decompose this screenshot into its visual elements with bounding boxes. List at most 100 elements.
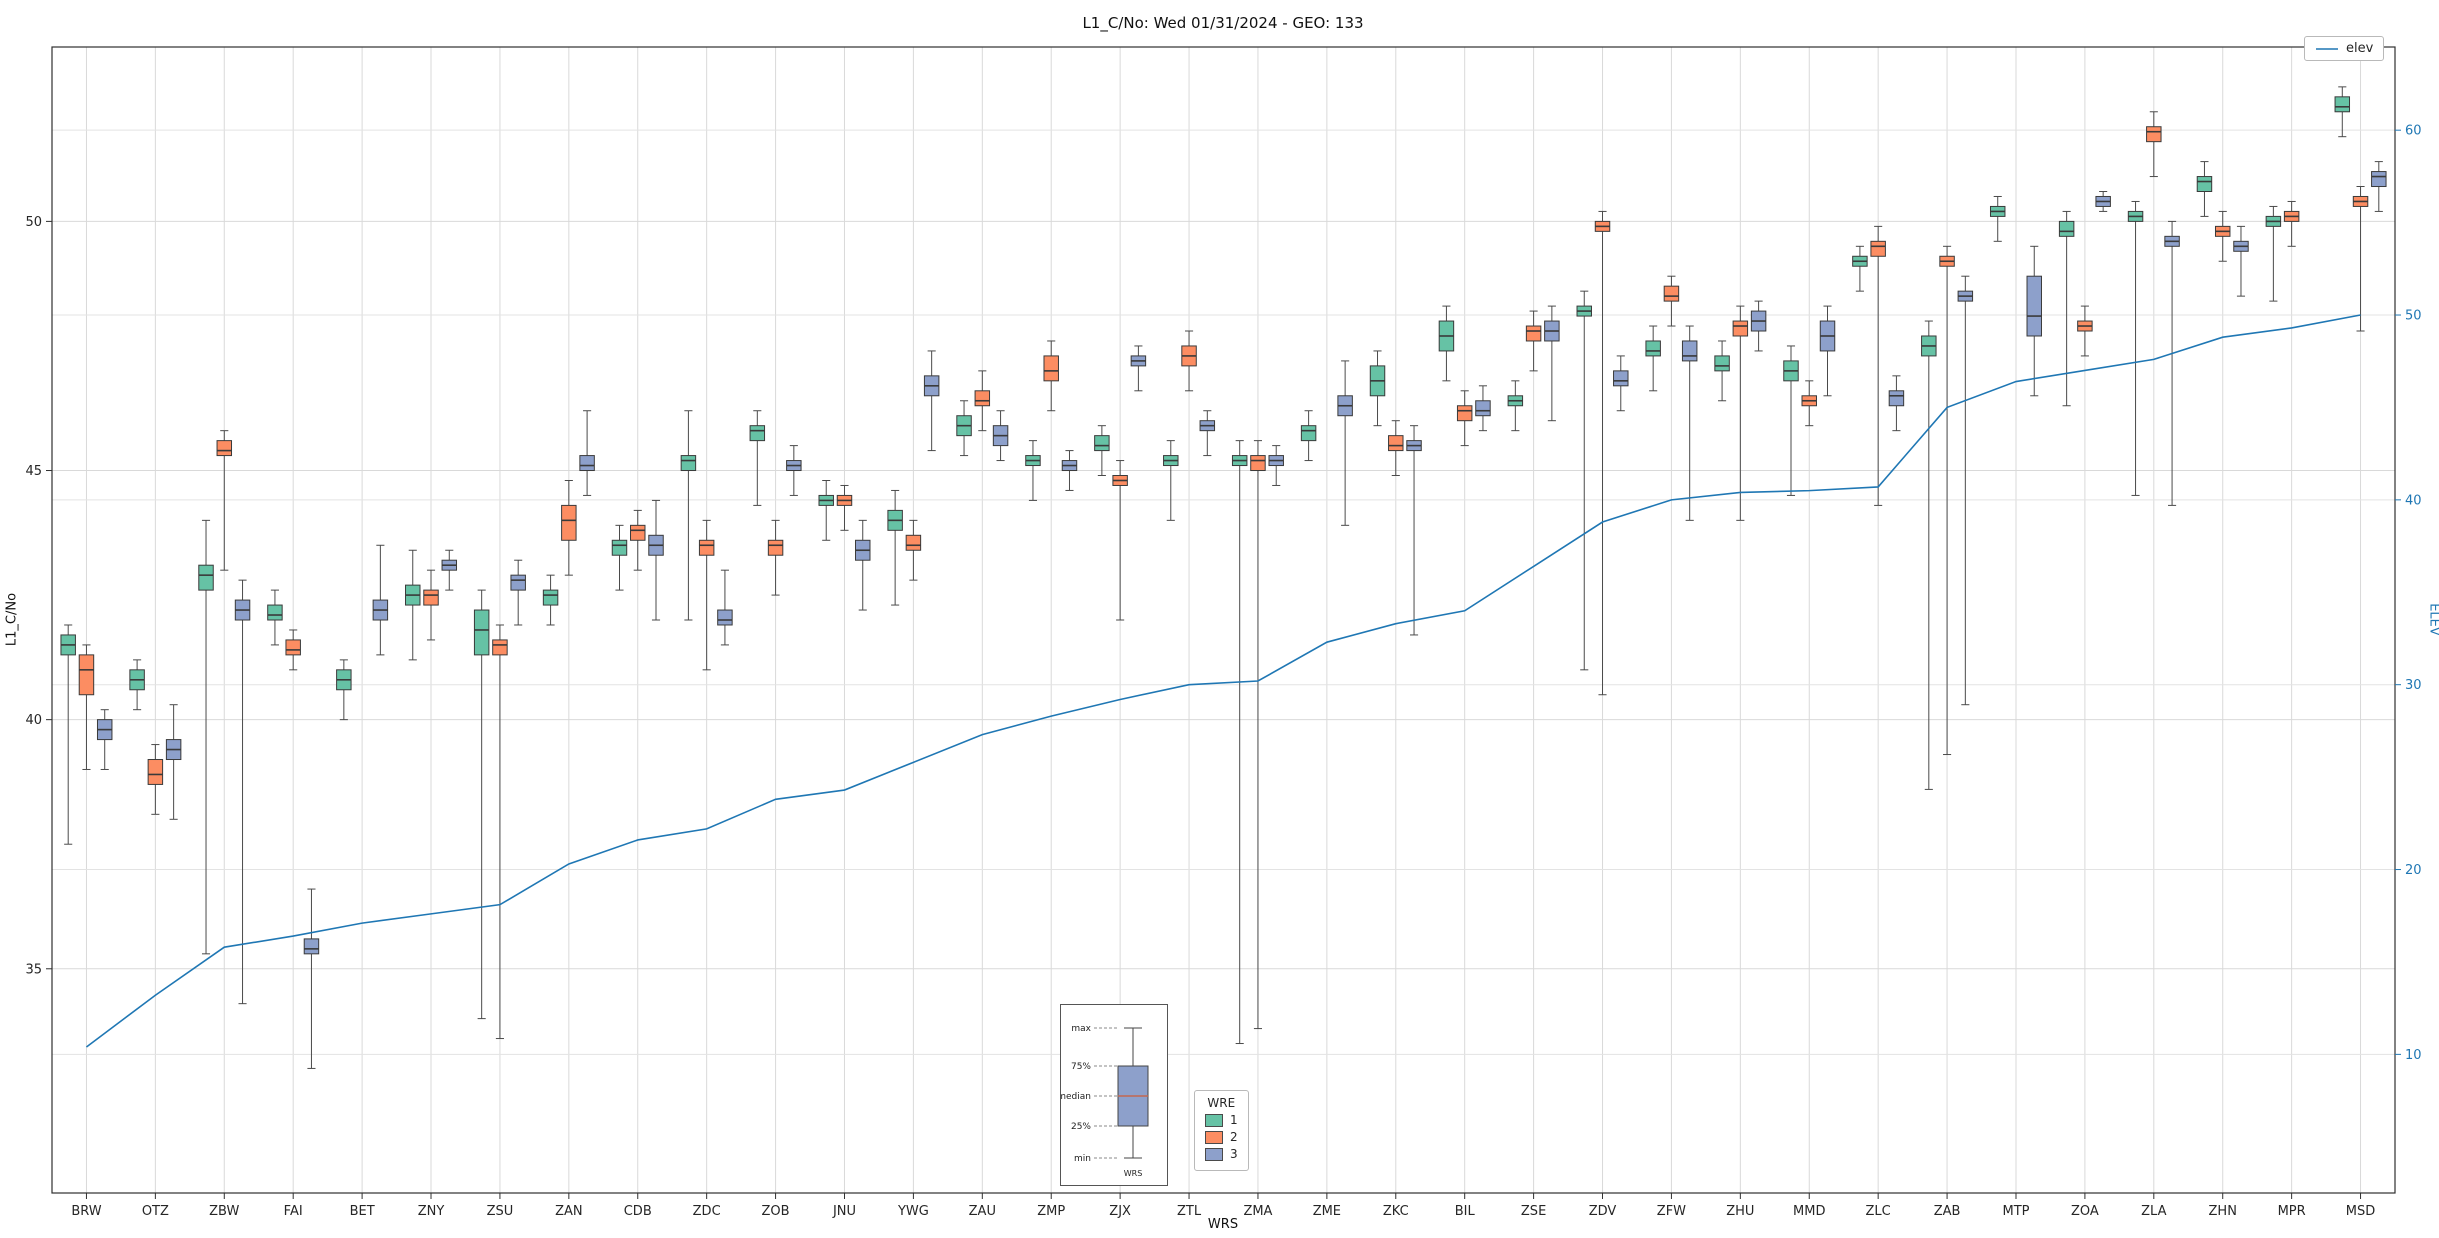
wre-legend-row-3: 3: [1205, 1147, 1238, 1161]
explainer-25-label: 25%: [1071, 1122, 1091, 1132]
x-tick-MPR: MPR: [2278, 1204, 2306, 1219]
box-ZBW-wre2: [216, 430, 233, 571]
x-tick-ZMP: ZMP: [1037, 1204, 1065, 1219]
svg-text:50: 50: [2405, 309, 2422, 324]
svg-text:40: 40: [25, 713, 42, 728]
box-ZAN-wre1: [542, 574, 559, 626]
x-tick-ZSE: ZSE: [1521, 1204, 1546, 1219]
box-ZHU-wre3: [1750, 300, 1767, 352]
box-BRW-wre1: [60, 624, 76, 845]
box-ZNY-wre2: [423, 569, 439, 641]
x-tick-ZSU: ZSU: [487, 1204, 514, 1219]
x-tick-MSD: MSD: [2346, 1204, 2375, 1219]
x-tick-ZOB: ZOB: [762, 1204, 790, 1219]
box-ZMA-wre2: [1250, 440, 1266, 1030]
box-ZLA-wre1: [2127, 200, 2144, 496]
box-ZSE-wre1: [1507, 380, 1524, 432]
x-tick-ZFW: ZFW: [1657, 1204, 1686, 1219]
box-ZDV-wre3: [1613, 355, 1629, 412]
box-ZME-wre3: [1337, 360, 1353, 526]
x-tick-ZTL: ZTL: [1177, 1204, 1202, 1219]
box-BET-wre1: [336, 659, 352, 721]
box-JNU-wre2: [836, 484, 853, 531]
x-axis-label: WRS: [1207, 1217, 1239, 1232]
box-ZAU-wre3: [992, 410, 1009, 462]
box-ZSU-wre1: [473, 589, 490, 1020]
explainer-min-label: min: [1074, 1154, 1091, 1164]
explainer-max-label: max: [1071, 1024, 1091, 1034]
box-ZJX-wre1: [1094, 425, 1110, 477]
box-BRW-wre3: [96, 709, 113, 770]
box-ZSE-wre2: [1525, 310, 1542, 372]
box-ZNY-wre3: [441, 549, 458, 591]
svg-text:40: 40: [2405, 493, 2422, 508]
x-tick-ZAB: ZAB: [1934, 1204, 1961, 1219]
svg-text:30: 30: [2405, 678, 2422, 693]
wre-2-label: 2: [1230, 1130, 1238, 1144]
box-CDB-wre2: [630, 509, 646, 571]
x-tick-JNU: JNU: [832, 1204, 856, 1219]
box-ZDC-wre2: [698, 519, 715, 671]
svg-text:20: 20: [2405, 863, 2422, 878]
box-ZHN-wre2: [2214, 210, 2231, 262]
chart-title: L1_C/No: Wed 01/31/2024 - GEO: 133: [1082, 14, 1364, 32]
box-ZSU-wre2: [492, 624, 508, 1040]
wre-3-label: 3: [1230, 1147, 1238, 1161]
box-ZAU-wre1: [956, 400, 972, 457]
box-ZKC-wre1: [1369, 350, 1386, 427]
box-OTZ-wre1: [129, 659, 145, 711]
x-tick-ZDC: ZDC: [693, 1204, 721, 1219]
box-ZLA-wre2: [2146, 111, 2162, 178]
box-ZSE-wre3: [1544, 305, 1560, 422]
box-ZHN-wre1: [2196, 161, 2213, 217]
x-tick-YWG: YWG: [897, 1204, 929, 1219]
explainer-75-label: 75%: [1071, 1062, 1091, 1072]
x-tick-ZKC: ZKC: [1383, 1204, 1409, 1219]
box-BIL-wre1: [1438, 305, 1455, 382]
x-tick-MMD: MMD: [1793, 1204, 1825, 1219]
box-ZFW-wre2: [1663, 275, 1680, 327]
grid-layer: [52, 47, 2395, 1193]
x-tick-ZAN: ZAN: [555, 1204, 583, 1219]
box-ZTL-wre3: [1199, 410, 1216, 457]
wre-legend-title: WRE: [1207, 1096, 1236, 1110]
box-FAI-wre3: [303, 888, 320, 1069]
boxplot-explainer: max 75% median 25% min WRS: [1060, 1004, 1168, 1186]
box-YWG-wre1: [887, 489, 903, 606]
box-ZAB-wre2: [1939, 245, 1955, 756]
box-CDB-wre1: [611, 524, 628, 591]
svg-text:35: 35: [25, 962, 42, 977]
box-ZJX-wre3: [1130, 345, 1147, 392]
box-ZSU-wre3: [510, 559, 526, 626]
right-axis-label: ELEV: [2426, 603, 2439, 636]
box-ZLC-wre1: [1852, 245, 1868, 292]
x-tick-ZBW: ZBW: [209, 1204, 239, 1219]
x-tick-ZDV: ZDV: [1589, 1204, 1617, 1219]
x-tick-BET: BET: [350, 1204, 375, 1219]
x-tick-BRW: BRW: [71, 1204, 101, 1219]
box-ZHU-wre2: [1732, 305, 1749, 521]
x-tick-ZHU: ZHU: [1726, 1204, 1754, 1219]
box-MPR-wre2: [2283, 200, 2300, 247]
svg-text:45: 45: [25, 464, 42, 479]
box-JNU-wre3: [855, 519, 871, 611]
box-ZOA-wre3: [2095, 190, 2111, 212]
wre-3-swatch: [1205, 1147, 1223, 1161]
box-ZDV-wre2: [1594, 210, 1611, 696]
box-ZBW-wre3: [234, 579, 251, 1005]
x-tick-ZJX: ZJX: [1109, 1204, 1131, 1219]
x-tick-ZNY: ZNY: [418, 1204, 445, 1219]
box-ZFW-wre3: [1681, 325, 1698, 521]
x-tick-FAI: FAI: [284, 1204, 303, 1219]
box-ZOA-wre1: [2058, 210, 2075, 407]
box-ZAN-wre3: [579, 410, 595, 496]
axis-layer: 35 40 45 50 10 20 30 40 50 60 BRW OTZ ZBW FAI BET ZNY ZS…: [25, 46, 2422, 1219]
box-ZFW-wre1: [1645, 325, 1661, 392]
box-MTP-wre3: [2026, 245, 2042, 397]
box-MSD-wre2: [2352, 186, 2369, 332]
x-tick-CDB: CDB: [624, 1204, 652, 1219]
box-BIL-wre3: [1475, 385, 1491, 432]
wre-legend-row-1: 1: [1205, 1113, 1238, 1127]
